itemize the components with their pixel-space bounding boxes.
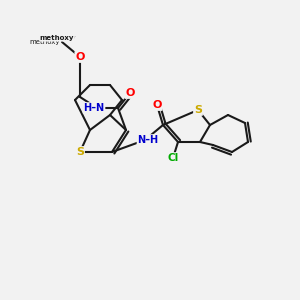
- Text: Cl: Cl: [167, 153, 178, 163]
- Text: methoxy: methoxy: [29, 39, 60, 45]
- Text: methoxy: methoxy: [48, 35, 76, 40]
- Text: methoxy: methoxy: [40, 35, 74, 41]
- Text: N–H: N–H: [137, 135, 159, 145]
- Text: H–N: H–N: [83, 103, 105, 113]
- Text: S: S: [194, 105, 202, 115]
- Text: S: S: [76, 147, 84, 157]
- Text: O: O: [125, 88, 135, 98]
- Text: O: O: [152, 100, 162, 110]
- Text: O: O: [75, 52, 85, 62]
